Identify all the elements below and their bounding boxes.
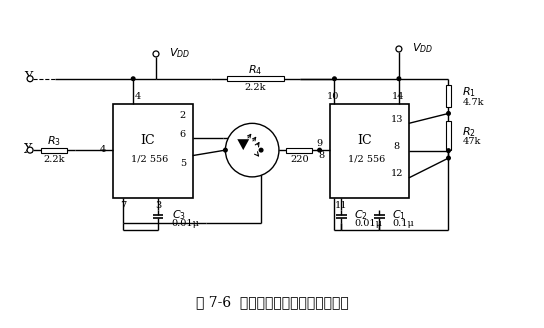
Text: 2.2k: 2.2k	[43, 154, 65, 164]
Circle shape	[447, 112, 450, 115]
Text: 0.01μ: 0.01μ	[354, 219, 382, 228]
Text: 47k: 47k	[462, 137, 481, 146]
Circle shape	[447, 149, 450, 153]
Circle shape	[132, 77, 135, 80]
Text: X: X	[24, 143, 33, 155]
Text: $R_2$: $R_2$	[462, 125, 476, 139]
Text: 3: 3	[155, 201, 161, 210]
Text: 10: 10	[327, 92, 339, 101]
Text: 5: 5	[180, 159, 186, 168]
Text: $C_3$: $C_3$	[172, 209, 186, 222]
Text: 11: 11	[335, 201, 348, 210]
Text: IC: IC	[357, 134, 372, 147]
Bar	[286, 148, 312, 153]
Circle shape	[27, 147, 33, 153]
Text: 4: 4	[100, 145, 107, 154]
Text: 7: 7	[120, 201, 126, 210]
Text: 1/2 556: 1/2 556	[132, 154, 169, 163]
Text: 图 7-6  简易两线逻辑状态判别器电路: 图 7-6 简易两线逻辑状态判别器电路	[196, 295, 348, 309]
Text: $R_3$: $R_3$	[47, 134, 61, 148]
Text: 8: 8	[394, 142, 400, 151]
Circle shape	[27, 76, 33, 82]
Text: Y: Y	[24, 71, 32, 84]
Circle shape	[153, 51, 159, 57]
Text: 9: 9	[317, 139, 323, 148]
Text: $V_{DD}$: $V_{DD}$	[412, 41, 433, 55]
Text: 12: 12	[391, 170, 403, 178]
Text: 2.2k: 2.2k	[244, 83, 266, 92]
Text: 0.1μ: 0.1μ	[392, 219, 414, 228]
Text: IC: IC	[141, 134, 156, 147]
Circle shape	[333, 77, 336, 80]
Text: 14: 14	[392, 92, 404, 101]
Circle shape	[259, 148, 263, 152]
Text: 0.01μ: 0.01μ	[172, 219, 200, 228]
Bar	[41, 148, 67, 153]
Text: 13: 13	[391, 115, 403, 124]
Circle shape	[447, 156, 450, 160]
Text: $C_1$: $C_1$	[392, 209, 406, 222]
Text: 2: 2	[180, 111, 186, 120]
Bar	[446, 121, 451, 150]
Bar	[227, 76, 284, 81]
Bar	[330, 104, 409, 198]
Circle shape	[224, 148, 227, 152]
Text: $V_{DD}$: $V_{DD}$	[169, 46, 190, 60]
Circle shape	[396, 46, 402, 52]
Circle shape	[397, 77, 401, 80]
Text: 6: 6	[180, 130, 186, 139]
Bar	[446, 85, 451, 107]
Text: 4: 4	[135, 92, 141, 101]
Text: $R_4$: $R_4$	[248, 63, 262, 77]
Text: 8: 8	[319, 151, 325, 160]
Text: 1/2 556: 1/2 556	[348, 154, 385, 163]
Text: $C_2$: $C_2$	[354, 209, 368, 222]
Circle shape	[225, 123, 279, 177]
Circle shape	[318, 148, 322, 152]
Text: 220: 220	[290, 154, 308, 164]
Text: 4.7k: 4.7k	[462, 97, 484, 107]
Bar	[113, 104, 193, 198]
Text: $R_1$: $R_1$	[462, 85, 477, 99]
Polygon shape	[237, 139, 249, 150]
